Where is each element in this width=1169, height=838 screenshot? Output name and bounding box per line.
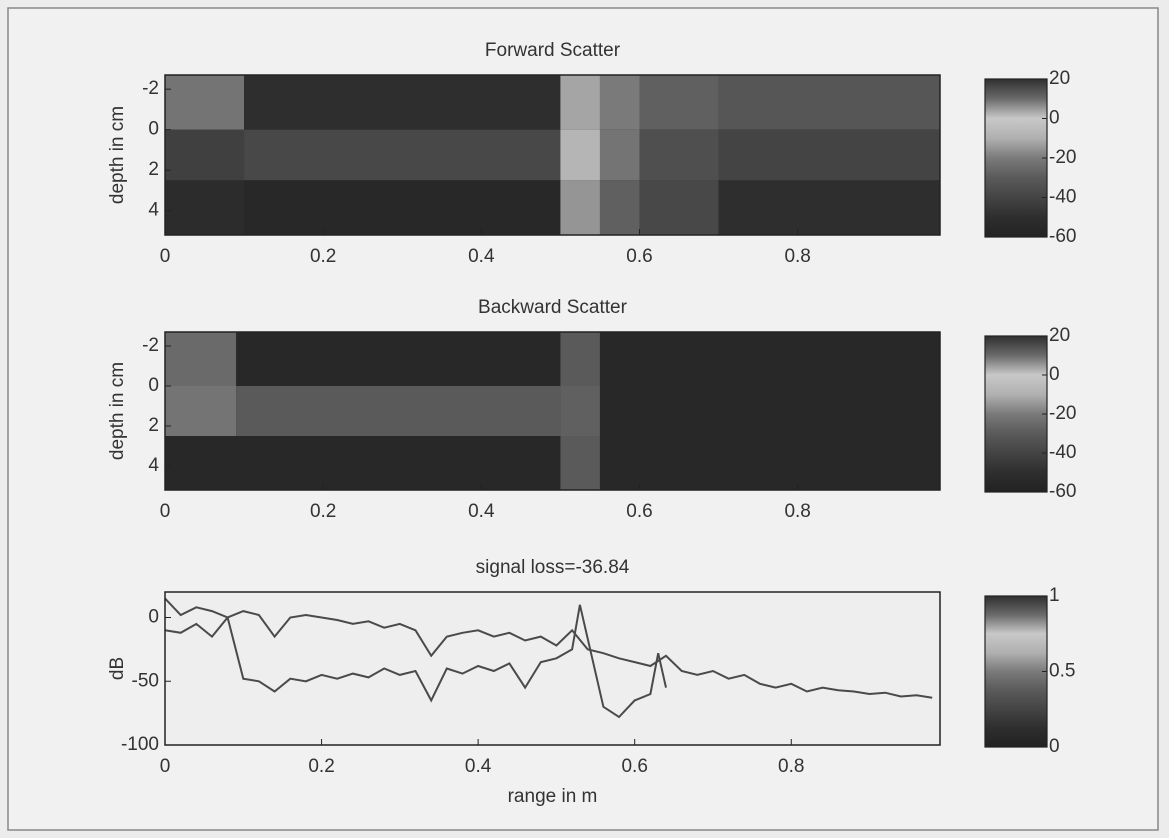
- heatmap-cell: [599, 332, 940, 386]
- heatmap-cell: [165, 386, 237, 436]
- x-tick-label: 0: [160, 501, 171, 522]
- x-tick-label: 0: [160, 246, 171, 267]
- heatmap-cell: [718, 75, 940, 130]
- axes-frame: [164, 331, 941, 491]
- axes-frame: [164, 74, 941, 236]
- chart-title: Backward Scatter: [478, 297, 628, 318]
- heatmap-cell: [639, 180, 719, 235]
- heatmap-cell: [560, 386, 600, 436]
- heatmap-cell: [599, 129, 640, 181]
- x-tick-label: 0.4: [468, 501, 495, 522]
- heatmap-cell: [639, 129, 719, 181]
- heatmap-cell: [236, 436, 561, 490]
- heatmap-cell: [165, 436, 237, 490]
- x-tick-label: 0.4: [468, 246, 495, 267]
- y-tick-label: -100: [121, 734, 159, 755]
- colorbar-tick-label: -40: [1049, 442, 1076, 463]
- heatmap-cell: [165, 332, 237, 386]
- heatmap-cell: [236, 332, 561, 386]
- heatmap-cell: [244, 75, 561, 130]
- heatmap-cell: [244, 129, 561, 181]
- heatmap-cell: [639, 75, 719, 130]
- heatmap-cell: [599, 75, 640, 130]
- x-axis-label: range in m: [508, 786, 598, 807]
- y-tick-label: -50: [132, 670, 159, 691]
- colorbar-tick-label: -20: [1049, 403, 1076, 424]
- heatmap-cell: [165, 75, 245, 130]
- y-tick-label: 0: [148, 375, 159, 396]
- axes-background: [165, 592, 940, 745]
- heatmap-cell: [560, 332, 600, 386]
- x-tick-label: 0.6: [626, 246, 652, 267]
- heatmap-cell: [560, 436, 600, 490]
- y-tick-label: 0: [148, 119, 159, 140]
- heatmap-cell: [599, 386, 940, 436]
- heatmap-cell: [165, 180, 245, 235]
- x-tick-label: 0.8: [778, 756, 804, 777]
- y-tick-label: -2: [142, 335, 159, 356]
- x-tick-label: 0.2: [310, 246, 336, 267]
- heatmap-cell: [560, 75, 600, 130]
- colorbar-tick-label: 0: [1049, 736, 1060, 757]
- colorbar-tick-label: -60: [1049, 481, 1076, 502]
- colorbar-tick-label: 0: [1049, 108, 1060, 129]
- y-axis-label: depth in cm: [107, 362, 128, 460]
- x-tick-label: 0.8: [784, 501, 810, 522]
- x-tick-label: 0.6: [621, 756, 647, 777]
- x-tick-label: 0.4: [465, 756, 492, 777]
- colorbar-tick-label: 20: [1049, 325, 1070, 346]
- x-tick-label: 0.8: [784, 246, 810, 267]
- heatmap-cell: [560, 129, 600, 181]
- colorbar: [984, 595, 1048, 748]
- axes-frame: [164, 591, 941, 746]
- y-tick-label: 2: [148, 415, 159, 436]
- y-axis-label: dB: [107, 657, 128, 680]
- colorbar: [984, 335, 1048, 493]
- colorbar: [984, 78, 1048, 238]
- heatmap-cell: [718, 129, 940, 181]
- heatmap-cell: [599, 180, 640, 235]
- colorbar-tick-label: -20: [1049, 147, 1076, 168]
- heatmap-cell: [244, 180, 561, 235]
- x-tick-label: 0.6: [626, 501, 652, 522]
- y-axis-label: depth in cm: [107, 106, 128, 204]
- heatmap-cell: [236, 386, 561, 436]
- colorbar-tick-label: 0.5: [1049, 661, 1075, 682]
- chart-title: Forward Scatter: [485, 40, 621, 61]
- colorbar-tick-label: 0: [1049, 364, 1060, 385]
- heatmap-cell: [599, 436, 940, 490]
- colorbar-tick-label: -60: [1049, 226, 1076, 247]
- y-tick-label: 4: [148, 455, 159, 476]
- y-tick-label: 2: [148, 159, 159, 180]
- y-tick-label: 4: [148, 200, 159, 221]
- heatmap-cell: [560, 180, 600, 235]
- data-line: [164, 597, 667, 719]
- colorbar-tick-label: -40: [1049, 187, 1076, 208]
- x-tick-label: 0: [160, 756, 171, 777]
- x-tick-label: 0.2: [308, 756, 334, 777]
- y-tick-label: 0: [148, 607, 159, 628]
- heatmap-cell: [165, 129, 245, 181]
- chart-title: signal loss=-36.84: [476, 557, 630, 578]
- data-line: [164, 610, 933, 699]
- colorbar-tick-label: 1: [1049, 585, 1060, 606]
- y-tick-label: -2: [142, 78, 159, 99]
- x-tick-label: 0.2: [310, 501, 336, 522]
- heatmap-cell: [718, 180, 940, 235]
- colorbar-tick-label: 20: [1049, 68, 1070, 89]
